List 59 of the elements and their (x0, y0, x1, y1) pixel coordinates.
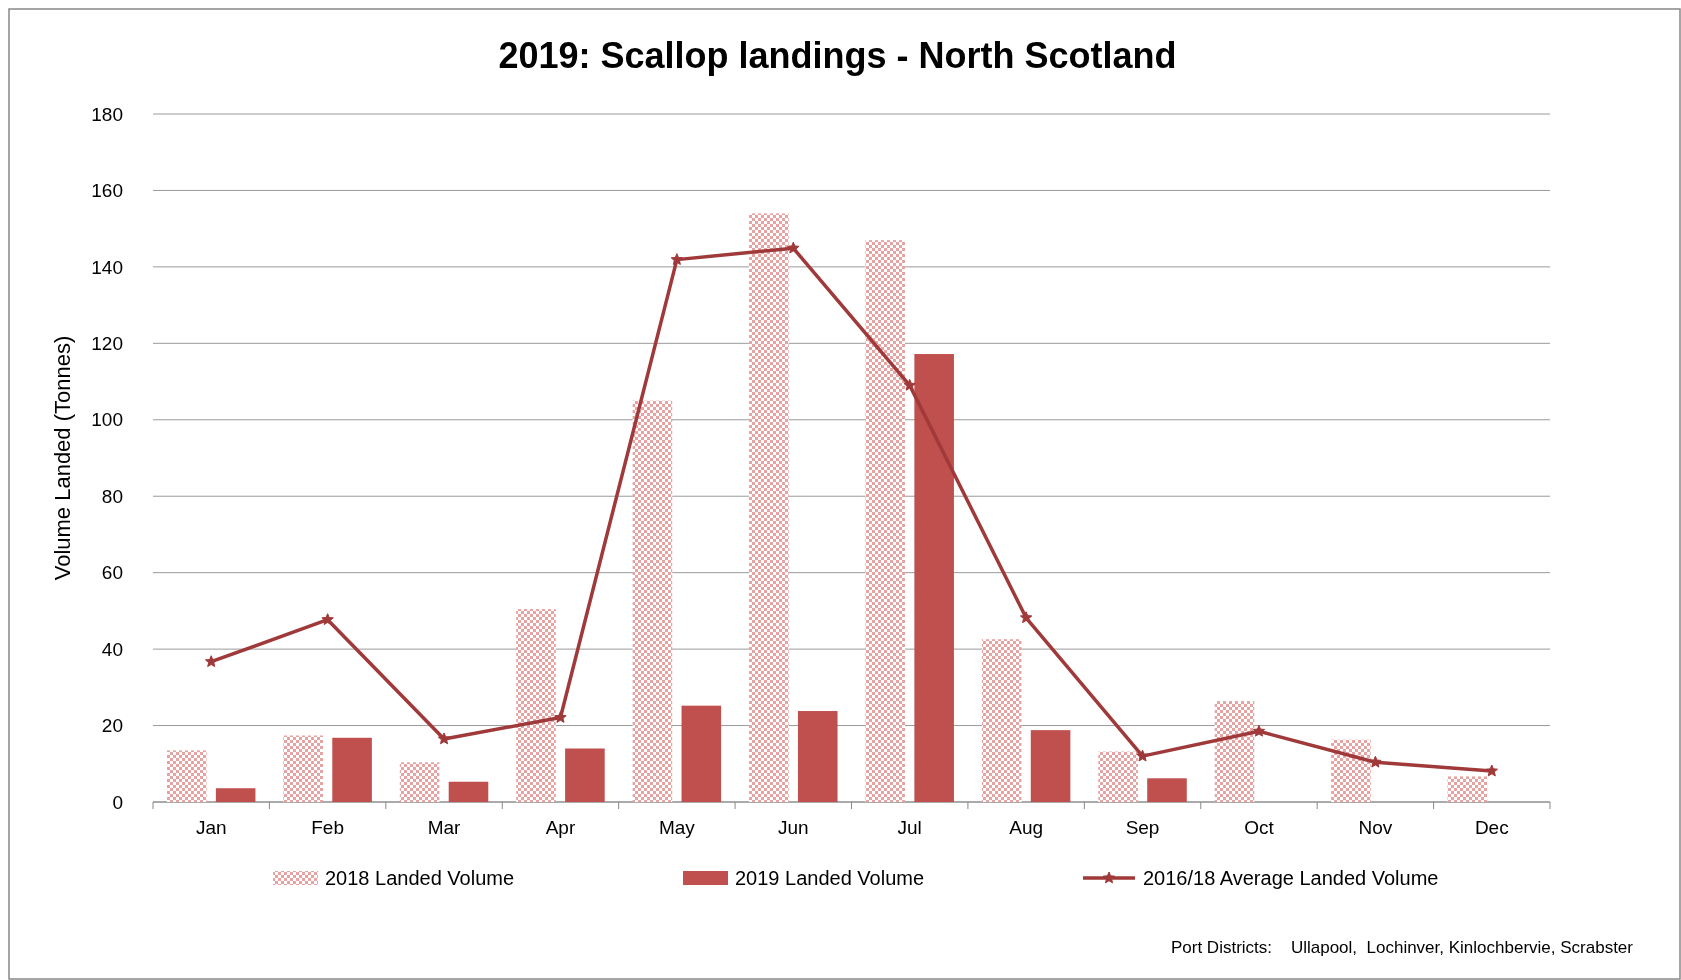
point (1252, 724, 1266, 737)
y-tick-label: 140 (91, 256, 123, 278)
point (321, 613, 334, 626)
bar (1331, 739, 1371, 802)
y-tick-label: 80 (101, 485, 123, 507)
y-tick-label: 100 (91, 409, 123, 431)
text: Port Districts: Ullapool, Lochinver, Kinlochbervie, Scrabster (1170, 938, 1634, 957)
bar (1214, 701, 1255, 802)
x-tick-label: Apr (545, 817, 576, 838)
bar (332, 737, 372, 802)
x-tick-label: Mar (427, 817, 462, 838)
point (437, 732, 451, 745)
bar (1147, 778, 1187, 802)
y-tick-label: 40 (101, 638, 123, 660)
bar (448, 781, 489, 802)
x-tick-label: Nov (1358, 817, 1393, 838)
chart-title: 2019: Scallop landings - North Scotland (498, 35, 1177, 76)
bar (797, 711, 838, 802)
legend-label: 2016/18 Average Landed Volume (1143, 867, 1439, 889)
bar (215, 788, 256, 802)
x-tick-label: Feb (311, 817, 344, 838)
x-tick-label: Sep (1125, 817, 1160, 838)
bar (1098, 751, 1138, 802)
bar (516, 608, 556, 802)
x-tick-label: May (658, 817, 696, 838)
y-tick-label: 60 (101, 562, 123, 584)
x-tick-label: Oct (1244, 817, 1275, 838)
point (670, 253, 684, 265)
bar (1447, 776, 1488, 802)
point (1136, 749, 1149, 762)
y-tick-label: 160 (91, 180, 123, 202)
legend-label: 2018 Landed Volume (325, 867, 515, 889)
x-tick-label: Jan (195, 817, 227, 838)
bar (399, 762, 440, 802)
bar (283, 735, 323, 802)
point (1019, 611, 1033, 624)
point (1485, 764, 1498, 777)
x-tick-label: Jun (777, 817, 809, 838)
x-tick-label: Aug (1009, 817, 1044, 838)
bar (981, 639, 1022, 802)
bar (865, 240, 906, 802)
legend-label: 2019 Landed Volume (735, 867, 925, 889)
bar (1030, 730, 1071, 802)
y-axis-title: Volume Landed (Tonnes) (50, 335, 75, 581)
bar (632, 400, 673, 802)
y-tick-label: 20 (101, 715, 123, 737)
point (554, 711, 567, 723)
y-tick-label: 0 (112, 791, 123, 813)
bar (565, 748, 605, 802)
bar (749, 213, 789, 802)
y-tick-label: 180 (91, 103, 123, 125)
bar (681, 705, 722, 802)
point (903, 378, 916, 391)
x-tick-label: Jul (897, 817, 922, 838)
point (787, 241, 800, 254)
bar (914, 354, 954, 802)
y-tick-label: 120 (91, 332, 123, 354)
x-tick-label: Dec (1474, 817, 1509, 838)
bar (166, 750, 207, 802)
